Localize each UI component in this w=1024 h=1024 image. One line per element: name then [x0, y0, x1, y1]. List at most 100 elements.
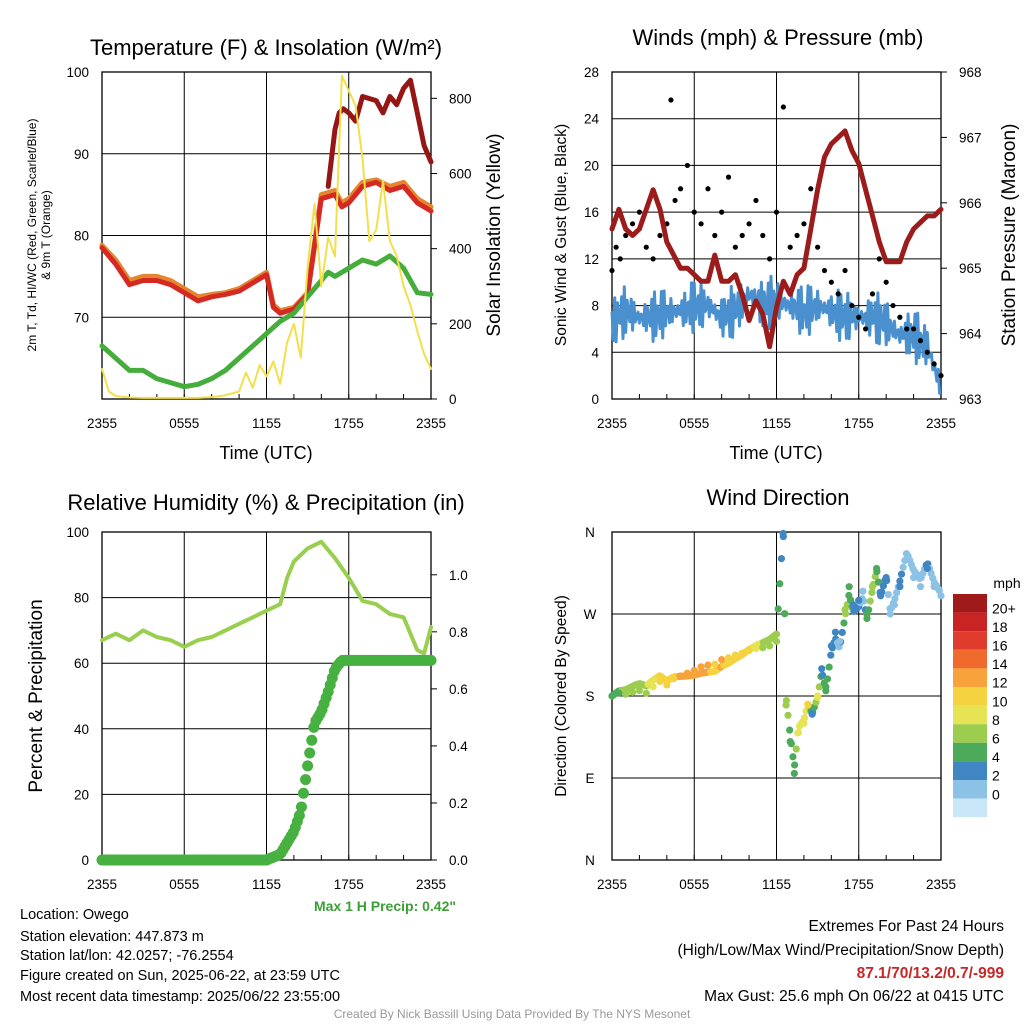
dir-point: [882, 573, 890, 582]
dir-point: [868, 583, 877, 591]
wind-gust-point: [746, 221, 752, 227]
wind-gust-point: [856, 314, 862, 320]
legend-swatch: [953, 724, 987, 743]
rh-xtick-label: 1755: [334, 877, 364, 892]
extremes-subtitle: (High/Low/Max Wind/Precipitation/Snow De…: [677, 942, 1005, 959]
dir-point: [683, 669, 691, 677]
wind-gust-point: [938, 373, 944, 379]
wind-xlabel: Time (UTC): [729, 443, 822, 463]
rh-right-tick-label: 0.0: [449, 853, 468, 868]
dir-point: [615, 689, 623, 697]
wind-ytick-label: 4: [591, 345, 599, 360]
rh-right-tick-label: 0.2: [449, 796, 468, 811]
dir-point: [909, 573, 918, 582]
dir-point: [866, 597, 874, 605]
wind-ytick-label: 0: [591, 392, 599, 407]
wind-gust-point: [794, 232, 800, 239]
dir-point: [800, 714, 809, 722]
rh-xtick-label: 2355: [87, 877, 117, 892]
temp-xtick-label: 2355: [87, 416, 117, 431]
wind-gust-point: [910, 326, 917, 332]
temp-right-tick-label: 600: [449, 166, 472, 181]
dir-point: [642, 689, 650, 697]
wind-gust-point: [719, 209, 725, 215]
dir-point: [670, 675, 678, 683]
dir-point: [840, 619, 848, 627]
wind-gust-point: [890, 302, 896, 309]
wind-gust-point: [698, 221, 704, 227]
wind-gust-point: [691, 209, 697, 215]
legend-label: 14: [992, 656, 1008, 672]
dir-point: [877, 592, 885, 600]
wind-gust-point: [617, 256, 623, 262]
legend-swatch: [953, 649, 987, 669]
rh-right-tick-label: 0.8: [449, 625, 468, 640]
dir-point: [789, 753, 797, 761]
rh-ytick-label: 80: [74, 591, 89, 606]
dir-point: [790, 769, 798, 778]
rh-right-tick-label: 1.0: [449, 568, 468, 583]
dir-point: [897, 570, 906, 578]
wind-gust-point: [773, 209, 780, 215]
temp-xtick-label: 2355: [416, 416, 446, 431]
wind-gust-point: [609, 267, 615, 274]
wind-xtick-label: 2355: [926, 416, 956, 431]
legend-swatch: [953, 798, 987, 818]
dir-point: [930, 583, 938, 591]
temp-xtick-label: 1155: [252, 416, 281, 431]
dir-point: [697, 663, 705, 671]
dir-point: [766, 642, 774, 650]
latlon-text: Station lat/lon: 42.0257; -76.2554: [20, 948, 234, 964]
wind-ylabel-left: Sonic Wind & Gust (Blue, Black): [553, 124, 570, 346]
legend-label: 10: [992, 693, 1008, 709]
wind-gust-point: [876, 256, 882, 262]
dir-point: [874, 578, 883, 586]
precip-point: [304, 747, 316, 759]
dir-point: [841, 605, 849, 614]
dir-point: [916, 583, 925, 591]
wind-gust-point: [815, 244, 821, 250]
dir-point: [731, 651, 739, 659]
wind-gust-point: [732, 244, 738, 250]
dir-point: [790, 761, 799, 769]
dir-point: [772, 630, 781, 638]
wind-gust-point: [636, 209, 643, 215]
temp-series-line: [99, 179, 434, 316]
legend-label: 12: [992, 675, 1008, 691]
max-gust-text: Max Gust: 25.6 mph On 06/22 at 0415 UTC: [704, 988, 1004, 1005]
temp-right-tick-label: 400: [449, 242, 472, 257]
legend-swatch: [953, 687, 987, 706]
temp-ytick-label: 100: [66, 65, 89, 80]
wind-right-tick-label: 966: [959, 196, 982, 211]
wind-gust-point: [863, 326, 869, 332]
location-text: Location: Owego: [20, 907, 129, 923]
dir-point: [827, 642, 835, 650]
dir-point: [863, 610, 871, 618]
dir-point: [794, 728, 803, 737]
precip-point: [302, 760, 314, 772]
wind-ytick-label: 24: [584, 112, 600, 127]
dir-ytick-label: S: [585, 689, 594, 704]
dir-ytick-label: W: [584, 607, 597, 622]
legend-label: 4: [992, 749, 1000, 765]
dir-point: [808, 710, 816, 718]
wind-ytick-label: 8: [591, 299, 599, 314]
dir-point: [855, 596, 863, 604]
wind-gust-point: [712, 232, 718, 239]
rh-ytick-label: 40: [74, 722, 89, 737]
pressure-line: [609, 128, 944, 350]
wind-gust-point: [672, 197, 678, 204]
temp-right-tick-label: 800: [449, 91, 472, 106]
dir-point: [849, 601, 857, 609]
dir-point: [628, 688, 637, 696]
dir-point: [784, 711, 792, 719]
wind-gust-point: [739, 232, 745, 239]
precip-point: [300, 774, 312, 786]
wind-right-tick-label: 967: [959, 130, 982, 145]
dir-point: [879, 582, 888, 590]
dir-point: [818, 665, 826, 673]
wind-ytick-label: 12: [584, 252, 599, 267]
wind-gust-point: [801, 221, 807, 227]
wind-gust-point: [787, 244, 793, 250]
rh-xtick-label: 0555: [169, 877, 199, 892]
